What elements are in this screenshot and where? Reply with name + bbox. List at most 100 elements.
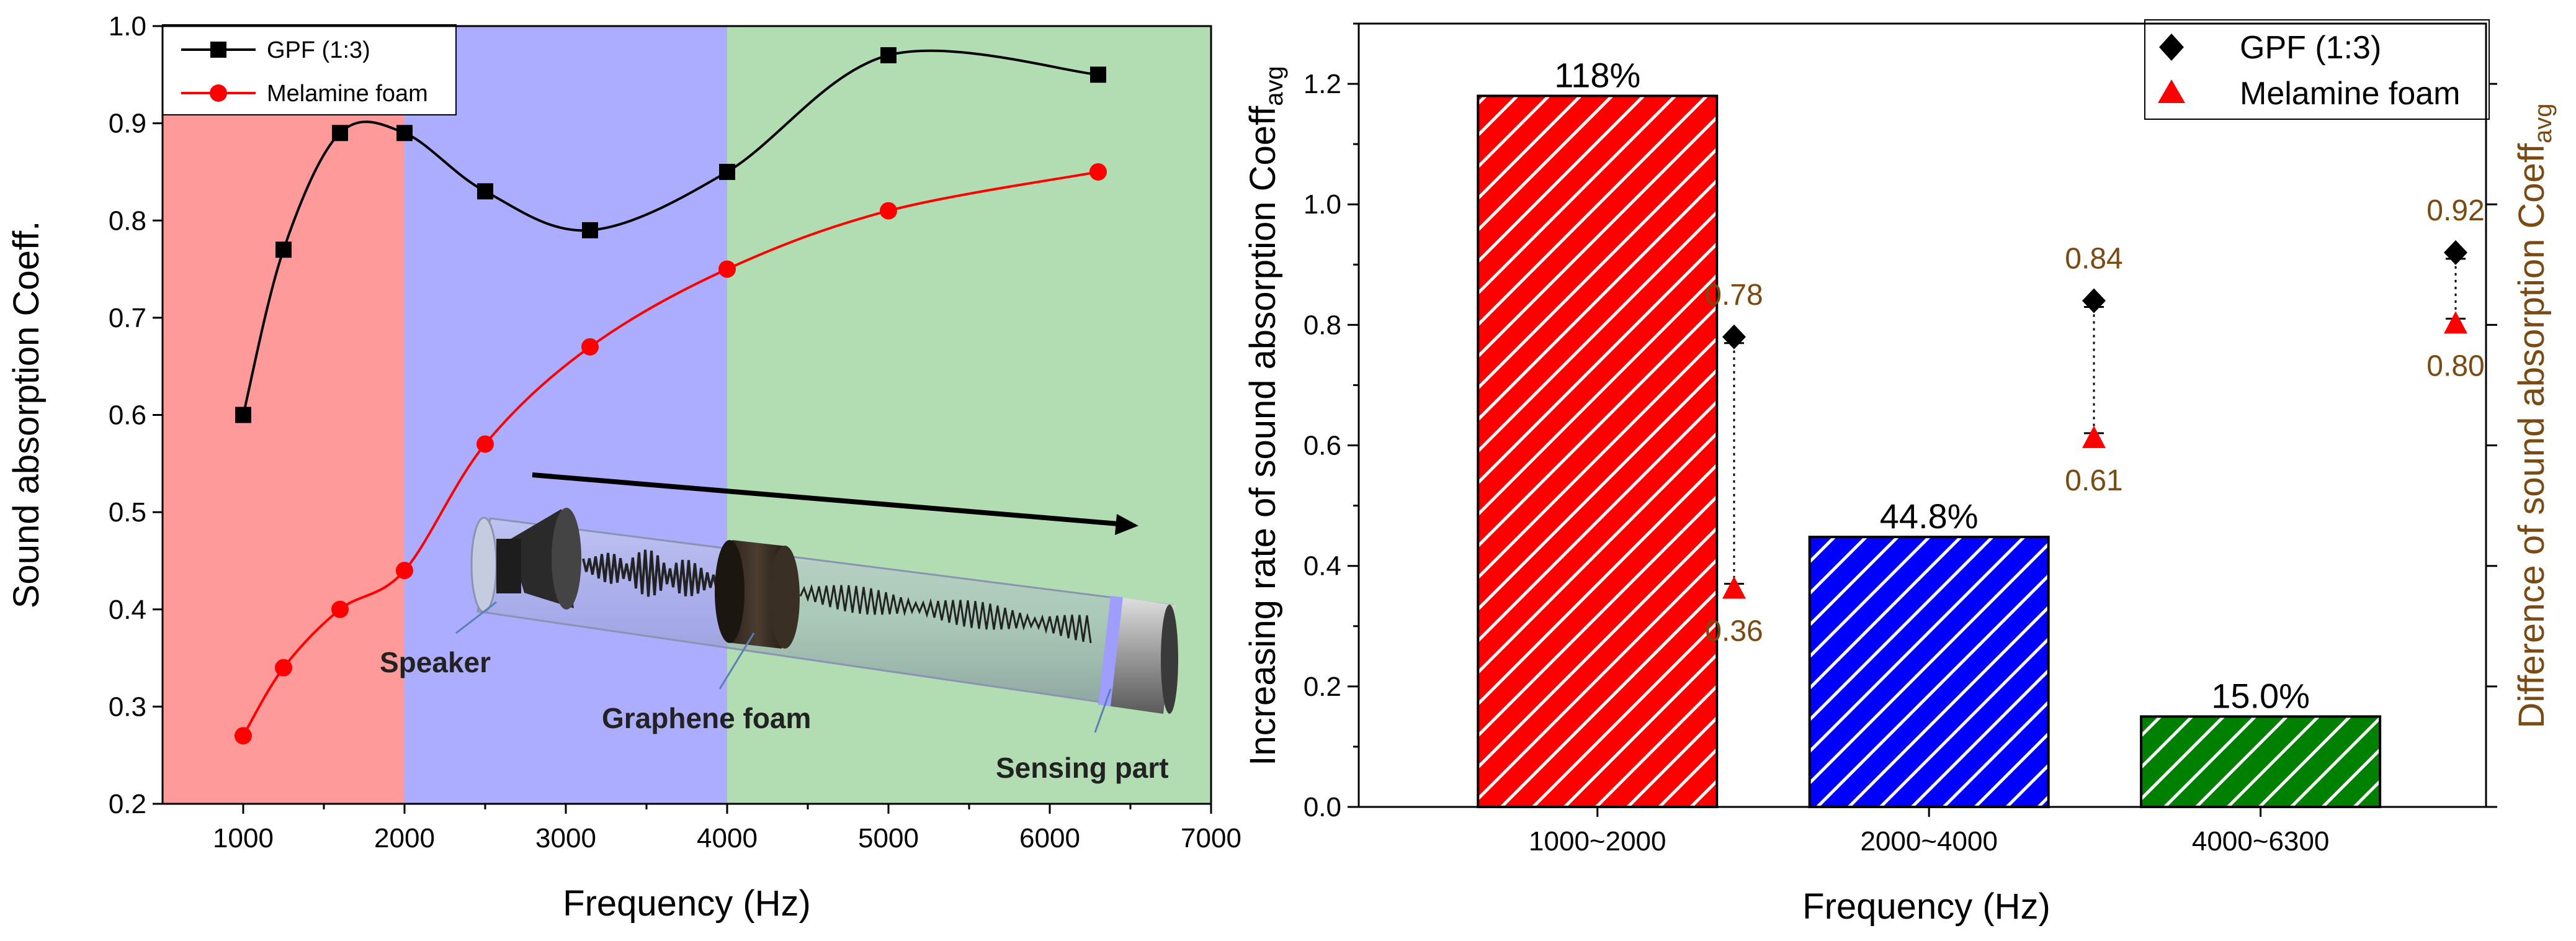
right-x-tick-label: 2000~4000 (1860, 826, 1997, 857)
left-series-layer (235, 47, 1107, 745)
right-y-axis-title: Increasing rate of sound absorption Coef… (1243, 66, 1288, 765)
right-plot-frame (1357, 22, 2487, 808)
sensing-part (1098, 596, 1178, 714)
melamine-point (718, 260, 736, 278)
melamine-point (331, 600, 349, 618)
left-legend-gpf: GPF (1:3) (267, 37, 370, 63)
right-x-tick-label: 1000~2000 (1529, 826, 1666, 857)
bar-hatch-2000~4000 (1808, 536, 2050, 808)
left-y-tick-label: 1.0 (109, 11, 146, 42)
gpf-difference-label: 0.84 (2065, 243, 2122, 276)
sensing-pointer (1094, 688, 1112, 733)
melamine-point (396, 562, 413, 580)
foam-pointer (718, 633, 755, 690)
left-y-tick-label: 0.9 (109, 109, 146, 139)
right-y2-axis-title: Difference of sound absorption Coeffavg (2511, 103, 2557, 728)
increase-rate-bar-chart: 0.0 0.2 0.4 0.6 0.8 1.0 1.2 118% 1000~2000 44.8%… (1243, 19, 2557, 927)
gpf-difference-label: 0.78 (1705, 279, 1763, 312)
left-x-tick-label: 6000 (1019, 823, 1080, 853)
right-y-tick-label: 0.0 (1304, 792, 1341, 822)
melamine-point (1089, 163, 1107, 181)
melamine-difference-label: 0.61 (2065, 464, 2122, 497)
right-legend-box (2144, 19, 2490, 120)
right-x-tick-label: 4000~6300 (2192, 826, 2329, 857)
bar-value-label: 44.8% (1880, 497, 1979, 536)
melamine-point (880, 202, 897, 220)
right-legend: GPF (1:3) Melamine foam (2144, 19, 2490, 120)
gpf-point (396, 125, 413, 142)
left-legend-melamine: Melamine foam (267, 81, 428, 107)
left-x-tick-label: 7000 (1181, 823, 1241, 853)
left-x-tick-label: 4000 (697, 823, 758, 853)
left-y-tick-label: 0.5 (109, 497, 146, 528)
bar-hatch-1000~2000 (1477, 94, 1719, 808)
melamine-point (235, 727, 252, 745)
gpf-difference-label: 0.92 (2426, 194, 2484, 227)
bar-hatch-4000~6300 (2140, 715, 2382, 809)
series-line-gpf (242, 49, 1099, 415)
gpf-diamond-point (2082, 288, 2106, 313)
left-x-tick-label: 1000 (213, 823, 274, 853)
legend-circle-marker-icon (210, 84, 227, 102)
melamine-point (476, 435, 494, 453)
absorption-line-chart: 1000 2000 3000 4000 5000 6000 7000 0.2 0.3 0.4 0.5… (6, 11, 1241, 924)
gpf-point (880, 47, 897, 63)
left-y-tick-label: 0.8 (109, 205, 146, 236)
impedance-tube-illustration: Speaker Graphene foam Sensing part (380, 472, 1178, 784)
melamine-difference-label: 0.36 (1705, 615, 1763, 648)
inset-label-graphene-foam: Graphene foam (602, 702, 811, 734)
left-plot-frame (161, 25, 1212, 805)
left-y-tick-label: 0.3 (109, 691, 146, 722)
right-y-tick-label: 0.6 (1304, 431, 1341, 461)
left-y-tick-label: 0.7 (109, 303, 146, 333)
graphene-foam-sample (715, 540, 800, 649)
gpf-diamond-point (2444, 240, 2467, 265)
sound-direction-arrow (532, 472, 1127, 527)
melamine-point (581, 338, 599, 356)
bar-value-label: 118% (1554, 55, 1640, 94)
frequency-band-0 (163, 26, 405, 804)
arrow-head-icon (1115, 514, 1138, 535)
frequency-band-1 (405, 26, 727, 804)
melamine-triangle-point (2444, 311, 2467, 334)
tube-open-end (470, 516, 498, 613)
right-legend-melamine: Melamine foam (2240, 76, 2460, 112)
legend-diamond-marker-icon (2159, 34, 2184, 61)
right-y-tick-label: 1.0 (1304, 189, 1341, 220)
left-y-tick-label: 0.6 (109, 400, 146, 431)
legend-triangle-marker-icon (2158, 79, 2185, 103)
left-y-tick-label: 0.2 (109, 789, 146, 819)
difference-points-layer: 0.78 0.36 0.84 0.61 0.92 0.80 (1705, 194, 2484, 648)
right-y-tick-label: 0.2 (1304, 672, 1341, 702)
left-axis-ticks: 1000 2000 3000 4000 5000 6000 7000 0.2 0.3 0.4 0.5… (109, 11, 1241, 853)
gpf-point (719, 163, 735, 180)
inset-label-speaker: Speaker (380, 646, 491, 678)
melamine-difference-label: 0.80 (2426, 349, 2484, 382)
right-y-tick-label: 1.2 (1304, 69, 1341, 99)
bar-value-label: 15.0% (2211, 676, 2310, 715)
right-legend-gpf: GPF (1:3) (2240, 30, 2381, 66)
gpf-diamond-point (1722, 324, 1746, 349)
incident-sound-wave (582, 549, 724, 597)
right-y-tick-label: 0.8 (1304, 310, 1341, 340)
gpf-point (332, 125, 348, 142)
speaker-icon (496, 508, 581, 610)
right-axis-ticks: 0.0 0.2 0.4 0.6 0.8 1.0 1.2 (1304, 22, 2497, 822)
gpf-point (235, 407, 251, 423)
transmitted-sound-wave (799, 583, 1092, 644)
legend-square-marker-icon (210, 42, 226, 58)
speaker-pointer (455, 601, 497, 634)
left-legend: GPF (1:3) Melamine foam (162, 24, 457, 115)
left-x-tick-label: 3000 (535, 823, 596, 853)
gpf-point (582, 222, 598, 238)
gpf-point (275, 241, 292, 258)
bars-layer: 118% 1000~2000 44.8% 2000~4000 15.0% 4000~630… (1477, 55, 2382, 857)
left-x-tick-label: 5000 (858, 823, 919, 853)
inset-label-sensing-part: Sensing part (996, 752, 1169, 784)
left-y-axis-title: Sound absorption Coeff. (6, 221, 47, 609)
gpf-point (477, 183, 493, 200)
melamine-triangle-point (1722, 576, 1746, 599)
left-y-tick-label: 0.4 (109, 595, 146, 625)
melamine-triangle-point (2082, 425, 2106, 448)
